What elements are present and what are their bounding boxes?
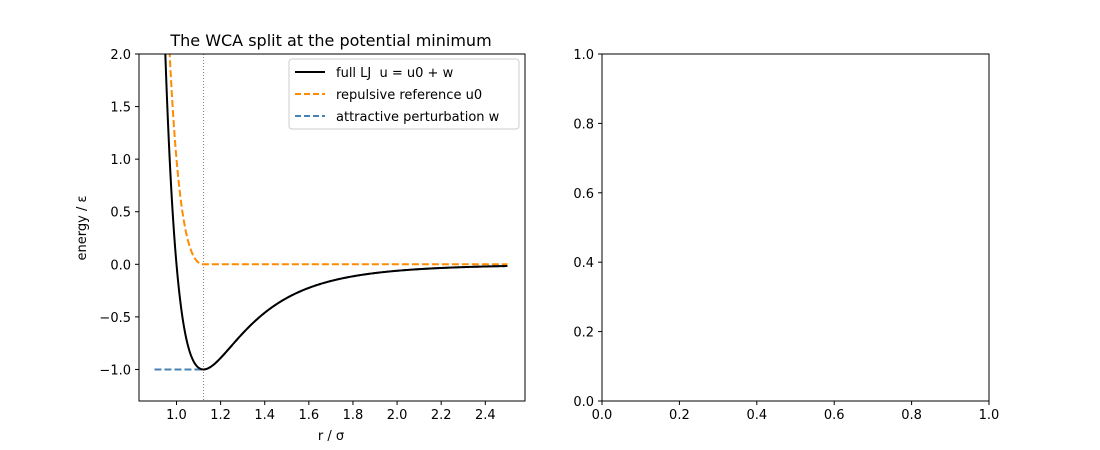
right-chart-ticks: 0.0 0.2 0.4 0.6 0.8 1.0 0.0 0.2 0.4 0.6 0.8 1.0 bbox=[573, 48, 999, 423]
y-tick-label: 0.6 bbox=[573, 187, 594, 202]
y-tick-label: 1.5 bbox=[110, 101, 131, 116]
x-tick-label: 0.6 bbox=[824, 408, 845, 423]
y-tick-label: 0.2 bbox=[573, 326, 594, 341]
x-tick-label: 1.2 bbox=[210, 408, 231, 423]
x-tick-label: 1.4 bbox=[254, 408, 275, 423]
left-chart-ticks: 1.0 1.2 1.4 1.6 1.8 2.0 2.2 2.4 −1.0 −0.5 0.0 0.5 1.… bbox=[99, 48, 495, 423]
left-chart-xlabel: r / σ bbox=[318, 429, 344, 444]
y-tick-label: 0.5 bbox=[110, 206, 131, 221]
legend-box bbox=[288, 58, 520, 130]
x-tick-label: 1.8 bbox=[343, 408, 364, 423]
right-chart-frame bbox=[601, 53, 990, 402]
x-tick-label: 2.0 bbox=[387, 408, 408, 423]
left-chart-title: The WCA split at the potential minimum bbox=[169, 31, 491, 50]
y-tick-label: −0.5 bbox=[99, 311, 131, 326]
legend-label-repulsive: repulsive reference u0 bbox=[336, 88, 482, 103]
legend: full LJ u = u0 + w repulsive reference u… bbox=[288, 58, 520, 130]
y-tick-label: 0.8 bbox=[573, 117, 594, 132]
x-tick-label: 0.8 bbox=[901, 408, 922, 423]
x-tick-label: 1.0 bbox=[166, 408, 187, 423]
left-chart-ylabel: energy / ε bbox=[75, 196, 90, 261]
y-tick-label: 1.0 bbox=[573, 48, 594, 63]
y-tick-label: 1.0 bbox=[110, 153, 131, 168]
right-chart: 0.0 0.2 0.4 0.6 0.8 1.0 0.0 0.2 0.4 0.6 0.8 1.0 bbox=[573, 48, 999, 423]
y-tick-label: 0.0 bbox=[573, 395, 594, 410]
legend-label-attractive: attractive perturbation w bbox=[336, 110, 500, 125]
legend-label-full-lj: full LJ u = u0 + w bbox=[336, 66, 454, 81]
x-tick-label: 0.4 bbox=[746, 408, 767, 423]
left-chart-curves bbox=[154, 54, 508, 401]
x-tick-label: 2.4 bbox=[475, 408, 496, 423]
y-tick-label: 0.4 bbox=[573, 256, 594, 271]
y-tick-label: −1.0 bbox=[99, 363, 131, 378]
left-chart: The WCA split at the potential minimum 1… bbox=[75, 31, 526, 444]
repulsive-reference-curve bbox=[168, 54, 508, 266]
left-chart-frame bbox=[138, 53, 526, 402]
x-tick-label: 0.0 bbox=[592, 408, 613, 423]
x-tick-label: 1.6 bbox=[298, 408, 319, 423]
x-tick-label: 0.2 bbox=[669, 408, 690, 423]
x-tick-label: 1.0 bbox=[979, 408, 1000, 423]
y-tick-label: 0.0 bbox=[110, 258, 131, 273]
full-lj-curve bbox=[164, 54, 508, 371]
x-tick-label: 2.2 bbox=[431, 408, 452, 423]
y-tick-label: 2.0 bbox=[110, 48, 131, 63]
